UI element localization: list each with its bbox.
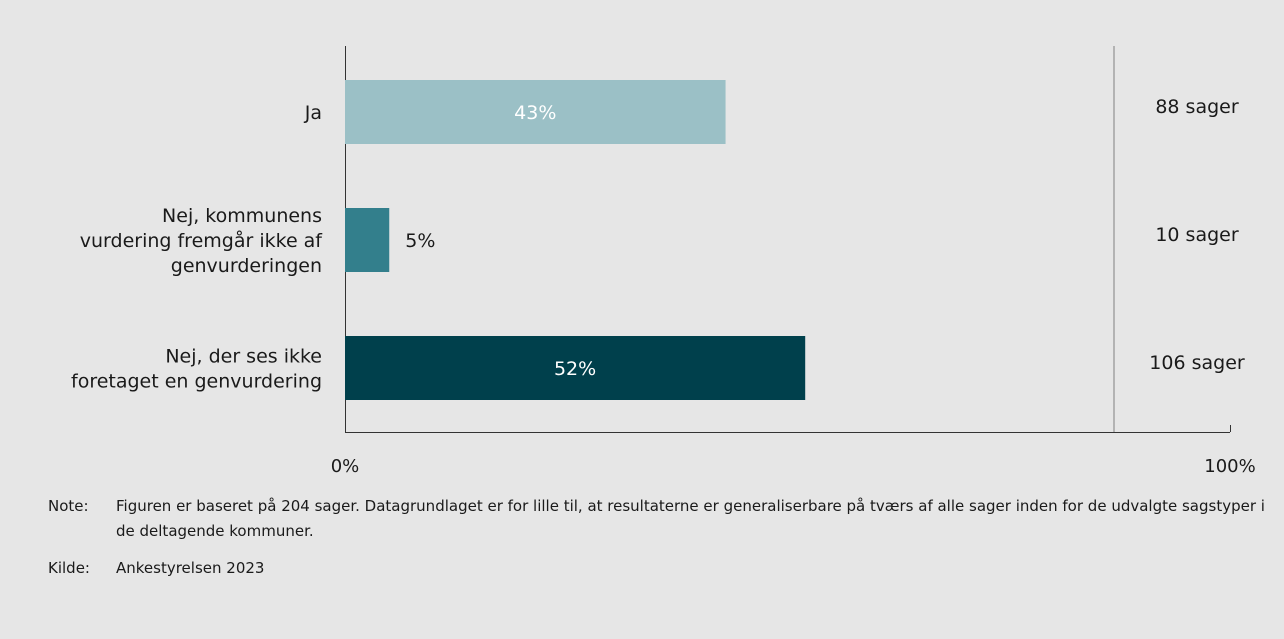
source-row: Kilde: Ankestyrelsen 2023 [48,556,1268,581]
category-label: Nej, kommunens [162,205,322,227]
category-label: foretaget en genvurdering [71,371,322,393]
count-label: 106 sager [1149,352,1245,374]
bar-value-label: 52% [554,358,596,380]
count-label: 10 sager [1155,224,1239,246]
bar-value-label: 5% [405,230,435,252]
note-label: Note: [48,497,89,515]
bar-value-label: 43% [514,102,556,124]
note-text: Figuren er baseret på 204 sager. Datagru… [116,497,1265,540]
x-tick-label: 0% [331,456,360,477]
x-tick-label: 100% [1204,456,1255,477]
category-label: Nej, der ses ikke [165,346,322,368]
chart-notes: Note: Figuren er baseret på 204 sager. D… [48,494,1268,581]
bar-chart: 0% 100% 43% Ja 88 sager 5% Nej, kommunensvurde… [71,46,1256,477]
bar [345,80,726,144]
count-label: 88 sager [1155,96,1239,118]
source-label: Kilde: [48,559,90,577]
bar [345,336,806,400]
category-label: vurdering fremgår ikke af [80,229,324,252]
category-label: genvurderingen [171,255,322,277]
note-row: Note: Figuren er baseret på 204 sager. D… [48,494,1268,544]
bar [345,208,390,272]
category-label: Ja [304,102,322,124]
source-text: Ankestyrelsen 2023 [116,559,265,577]
